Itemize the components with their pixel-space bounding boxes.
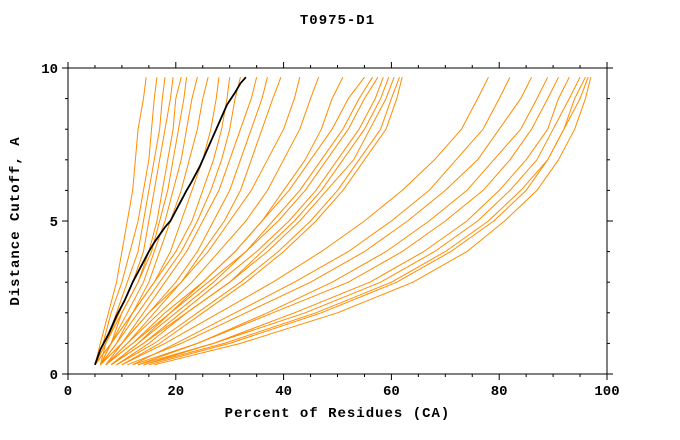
- series-line: [110, 77, 384, 366]
- series-line: [94, 77, 158, 365]
- series-line: [99, 77, 220, 366]
- series-line: [127, 76, 532, 366]
- series-line: [110, 77, 395, 366]
- x-tick-label: 20: [167, 384, 184, 400]
- series-line: [116, 77, 390, 366]
- series-line: [99, 77, 182, 366]
- x-tick-label: 0: [64, 384, 72, 400]
- series-line: [94, 77, 209, 366]
- series-line: [143, 76, 570, 366]
- highlight-series-line: [94, 76, 247, 366]
- x-axis-label: Percent of Residues (CA): [224, 406, 451, 422]
- series-line: [94, 77, 174, 366]
- series-line: [105, 77, 258, 366]
- x-tick-label: 60: [383, 384, 400, 400]
- series-line: [154, 77, 592, 366]
- x-tick-label: 100: [594, 384, 619, 400]
- series-line: [116, 77, 400, 366]
- series-line: [132, 76, 511, 366]
- series-line: [148, 77, 589, 366]
- chart-title: T0975-D1: [299, 13, 376, 29]
- series-line: [99, 77, 268, 366]
- x-tick-label: 80: [491, 384, 508, 400]
- series-line: [110, 76, 373, 366]
- series-line: [99, 77, 301, 366]
- series-line: [94, 77, 147, 365]
- series-line: [94, 77, 231, 366]
- series-line: [99, 77, 198, 366]
- series-line: [94, 77, 188, 366]
- series-line: [121, 76, 489, 366]
- series-line: [137, 76, 549, 366]
- y-tick-label: 10: [41, 62, 58, 78]
- series-line: [105, 77, 320, 366]
- series-line: [105, 77, 282, 366]
- series-line: [121, 77, 403, 366]
- series-line: [105, 76, 365, 366]
- series-line: [132, 76, 559, 366]
- y-tick-label: 5: [50, 215, 58, 231]
- x-tick-label: 40: [275, 384, 292, 400]
- series-line: [143, 76, 586, 366]
- series-line: [105, 76, 379, 366]
- series-line: [99, 77, 241, 366]
- y-tick-label: 0: [50, 368, 58, 384]
- series-line: [137, 76, 581, 366]
